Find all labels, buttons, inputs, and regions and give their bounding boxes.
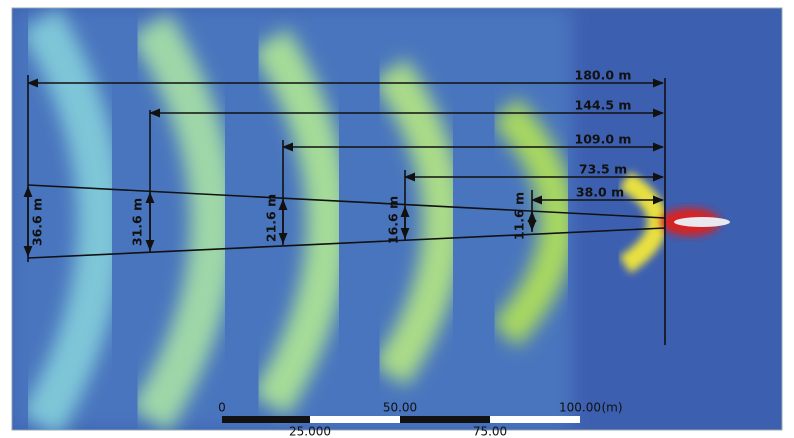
- width-label: 36.6 m: [30, 198, 45, 246]
- scale-segment: [222, 416, 310, 423]
- scale-label: 50.00: [383, 401, 417, 415]
- width-label: 31.6 m: [130, 198, 145, 246]
- scale-label: 75.00: [473, 425, 507, 438]
- scale-segment: [310, 416, 400, 423]
- scale-label: (m): [601, 401, 622, 415]
- distance-label: 109.0 m: [575, 132, 632, 147]
- scale-segment: [490, 416, 580, 423]
- scale-segment: [400, 416, 490, 423]
- wake-figure: 180.0 m 144.5 m 109.0 m 73.5 m 38.0 m 36…: [0, 0, 794, 438]
- scale-label: 25.000: [289, 425, 331, 438]
- page: 180.0 m 144.5 m 109.0 m 73.5 m 38.0 m 36…: [0, 0, 794, 438]
- width-label: 16.6 m: [386, 196, 401, 244]
- scale-label: 100.00: [559, 401, 601, 415]
- ship: [674, 217, 730, 227]
- distance-label: 144.5 m: [575, 98, 632, 113]
- distance-label: 38.0 m: [576, 185, 624, 200]
- width-label: 21.6 m: [264, 194, 279, 242]
- scale-label: 0: [218, 401, 226, 415]
- distance-label: 73.5 m: [579, 162, 627, 177]
- distance-label: 180.0 m: [575, 68, 632, 83]
- width-label: 11.6 m: [512, 192, 527, 240]
